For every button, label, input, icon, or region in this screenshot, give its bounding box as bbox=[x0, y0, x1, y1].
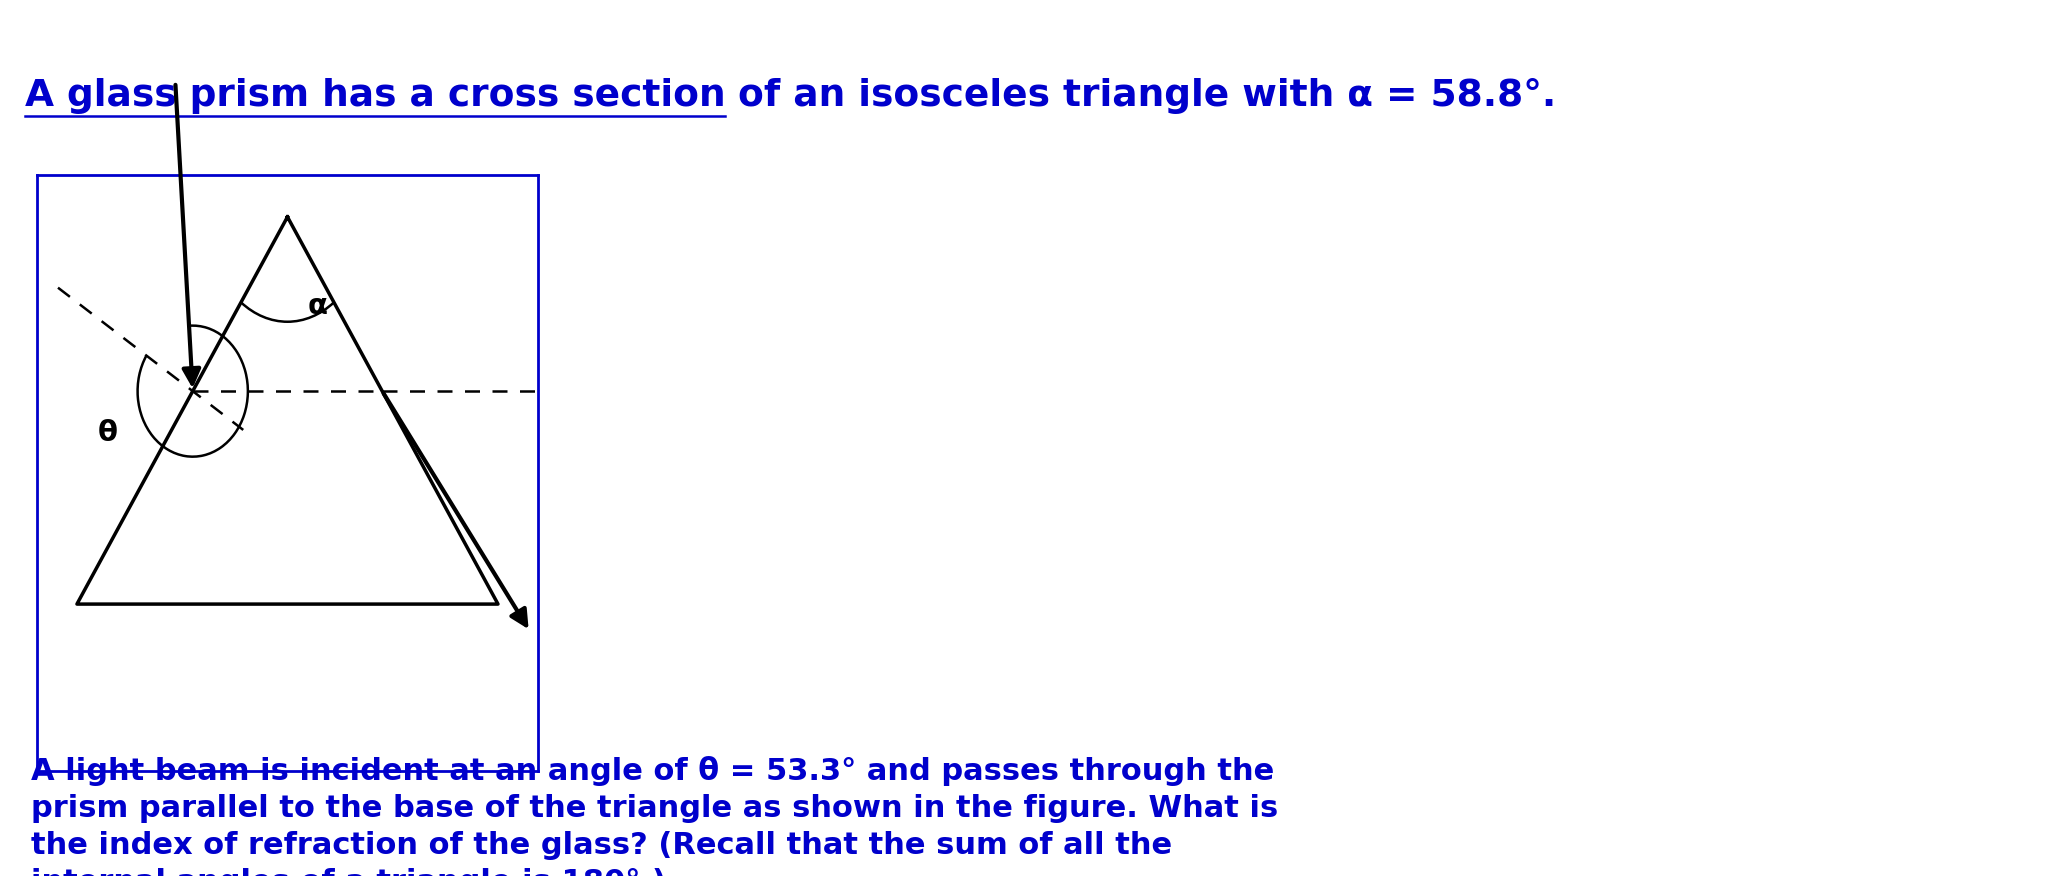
Text: of an isosceles triangle with α = 58.8°.: of an isosceles triangle with α = 58.8°. bbox=[724, 78, 1557, 115]
Text: $\mathbf{\theta}$: $\mathbf{\theta}$ bbox=[96, 419, 119, 447]
Text: A light beam is incident at an angle of θ = 53.3° and passes through the
prism p: A light beam is incident at an angle of … bbox=[31, 756, 1279, 876]
Text: $\mathbf{\alpha}$: $\mathbf{\alpha}$ bbox=[307, 293, 327, 321]
Text: A glass prism has a cross section: A glass prism has a cross section bbox=[25, 78, 724, 115]
